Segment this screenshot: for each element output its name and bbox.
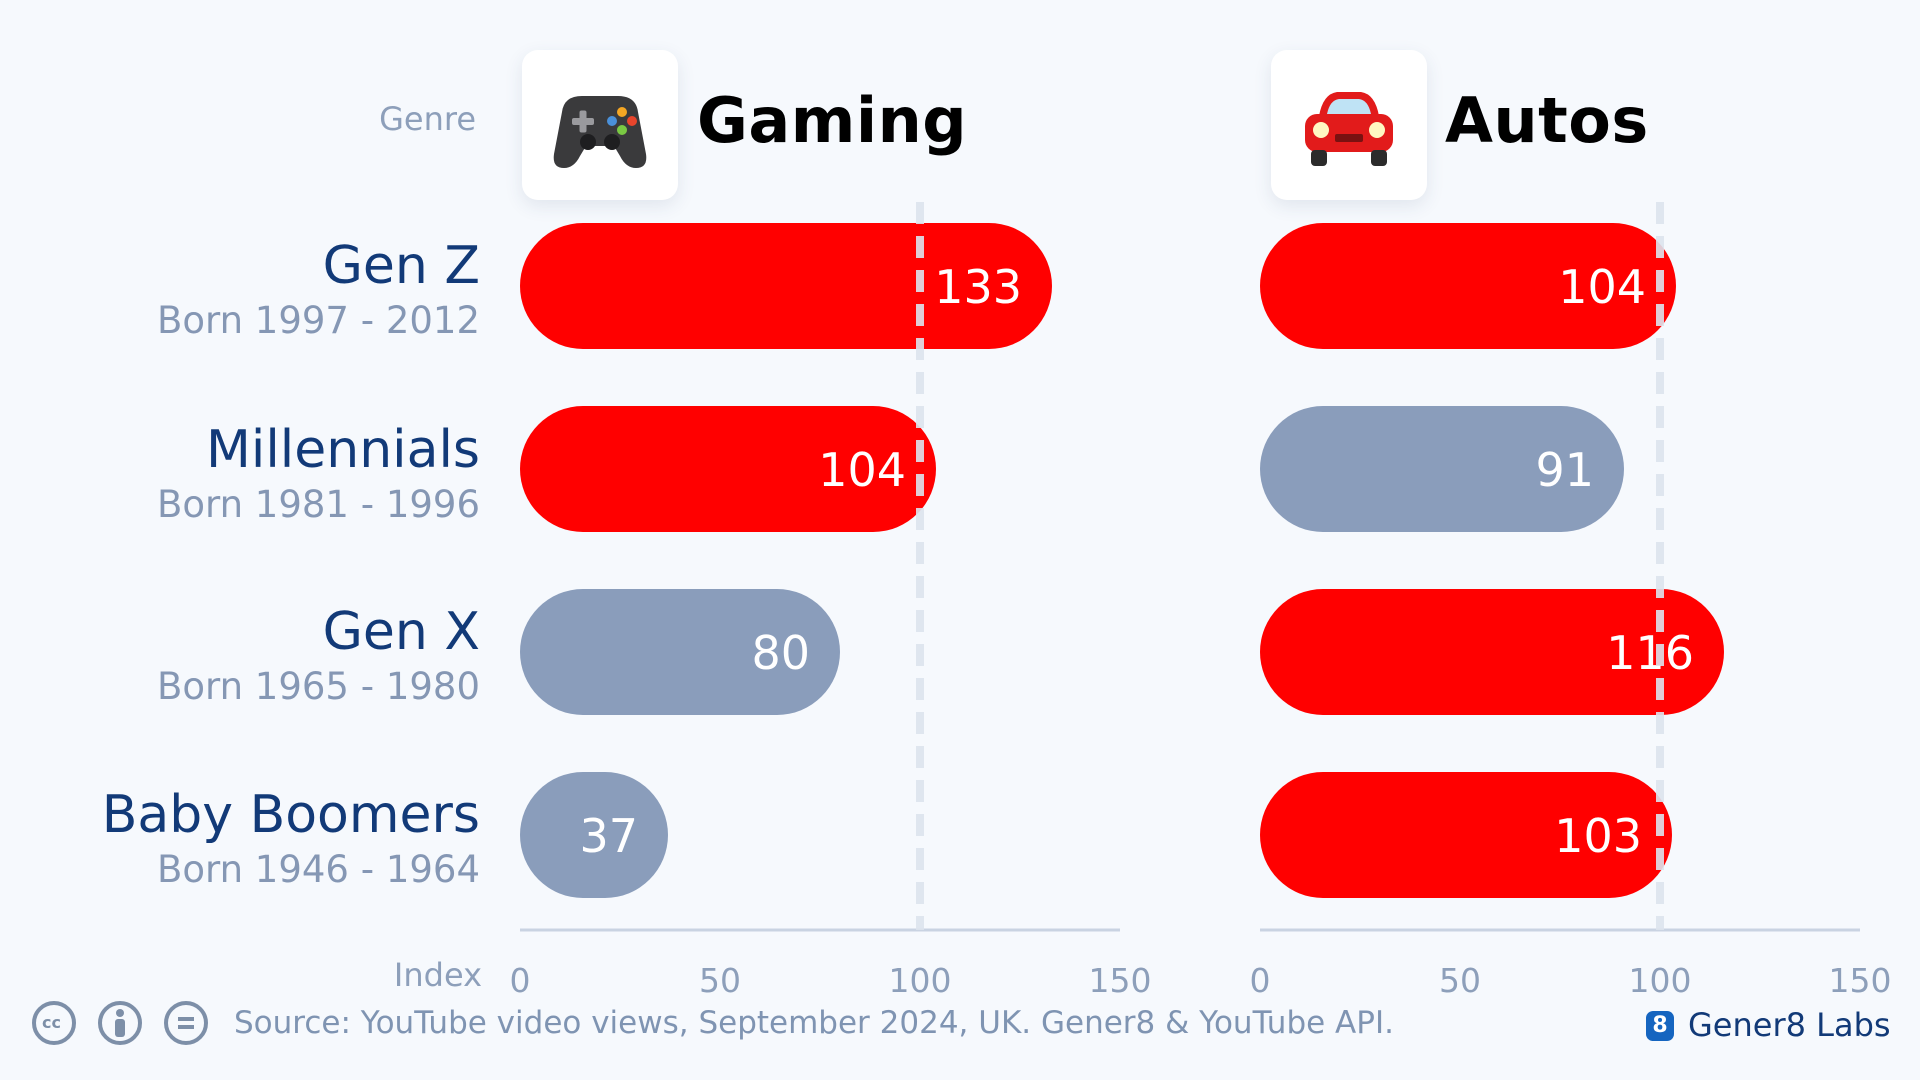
gaming-icon-card [522,50,678,200]
gaming-bar [520,772,668,898]
gaming-panel-title: Gaming [697,84,968,157]
row-label-baby-boomers: Baby Boomers Born 1946 - 1964 [40,785,480,895]
gaming-tick-label: 150 [1089,961,1152,1000]
autos-value-label: 104 [1558,260,1646,314]
autos-value-label: 103 [1554,809,1642,863]
gaming-tick-label: 100 [889,961,952,1000]
generation-years: Born 1946 - 1964 [157,848,480,891]
row-label-gen-z: Gen Z Born 1997 - 2012 [40,236,480,346]
genre-label: Genre [379,100,476,138]
generation-years: Born 1981 - 1996 [157,483,480,526]
gaming-value-label: 104 [818,443,906,497]
cc-license-icon: cc [32,1001,76,1045]
generation-name: Baby Boomers [101,785,480,845]
autos-bar [1260,406,1624,532]
generation-name: Gen Z [322,236,480,296]
gaming-value-label: 37 [579,809,638,863]
gaming-value-label: 133 [934,260,1022,314]
gaming-tick-label: 50 [699,961,741,1000]
autos-value-label: 91 [1535,443,1594,497]
gaming-bar [520,406,936,532]
autos-tick-label: 100 [1629,961,1692,1000]
brand-name: Gener8 Labs [1688,1006,1891,1044]
autos-tick-label: 50 [1439,961,1481,1000]
attribution-icon [98,1001,142,1045]
autos-tick-label: 150 [1829,961,1892,1000]
generation-name: Gen X [322,602,480,662]
generation-years: Born 1997 - 2012 [157,299,480,342]
autos-bar [1260,223,1676,349]
generation-years: Born 1965 - 1980 [157,665,480,708]
generation-name: Millennials [206,420,480,480]
autos-panel-title: Autos [1445,84,1649,157]
gaming-value-label: 80 [751,626,810,680]
autos-bar [1260,772,1672,898]
row-label-gen-x: Gen X Born 1965 - 1980 [40,602,480,712]
source-note: Source: YouTube video views, September 2… [234,1005,1394,1041]
car-icon [1305,92,1393,166]
autos-bar [1260,589,1724,715]
gaming-bar [520,589,840,715]
row-label-millennials: Millennials Born 1981 - 1996 [40,420,480,530]
autos-value-label: 116 [1606,626,1694,680]
gaming-tick-label: 0 [510,961,531,1000]
autos-icon-card [1271,50,1427,200]
gener8-logo-icon: 8 [1646,1011,1674,1041]
game-controller-icon [553,96,647,168]
autos-tick-label: 0 [1250,961,1271,1000]
axis-name: Index [393,956,482,994]
no-derivatives-icon [164,1001,208,1045]
